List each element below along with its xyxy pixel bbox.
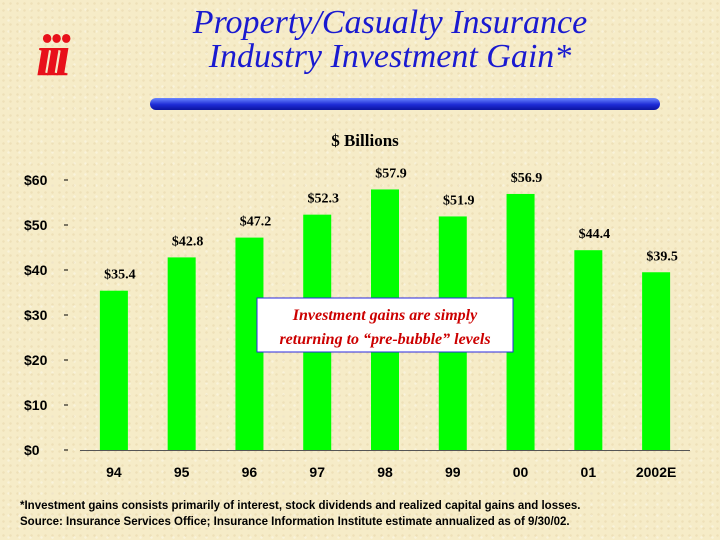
title-underline	[150, 98, 660, 110]
data-label-99: $51.9	[443, 193, 475, 208]
title-line-1: Property/Casualty Insurance	[192, 4, 588, 41]
x-tick-label: 2002E	[636, 464, 676, 480]
data-label-96: $47.2	[240, 215, 272, 230]
data-label-97: $52.3	[307, 192, 339, 207]
x-tick-label: 97	[309, 464, 325, 480]
x-tick-label: 01	[581, 464, 597, 480]
data-label-95: $42.8	[172, 234, 204, 249]
data-label-01: $44.4	[579, 227, 611, 242]
bar-01	[574, 250, 603, 450]
annotation-line-1: Investment gains are simply	[292, 307, 478, 324]
footnote: *Investment gains consists primarily of …	[20, 498, 710, 530]
page-title: Property/Casualty Insurance Industry Inv…	[150, 6, 630, 74]
chart-subtitle: $ Billions	[331, 131, 399, 150]
bar-2002E	[642, 272, 671, 450]
y-tick-label: $60	[24, 172, 48, 188]
bar-95	[167, 257, 196, 450]
footnote-line-2: Source: Insurance Services Office; Insur…	[20, 516, 570, 528]
bar-94	[99, 290, 128, 450]
x-tick-label: 96	[242, 464, 258, 480]
footnote-line-1: *Investment gains consists primarily of …	[20, 500, 581, 512]
data-label-00: $56.9	[511, 171, 543, 186]
x-tick-label: 98	[377, 464, 393, 480]
data-label-94: $35.4	[104, 268, 136, 283]
y-tick-label: $50	[24, 217, 48, 233]
y-tick-label: $0	[24, 442, 40, 458]
data-label-98: $57.9	[375, 166, 407, 181]
title-line-2: Industry Investment Gain*	[208, 38, 572, 75]
y-tick-label: $10	[24, 397, 48, 413]
y-tick-label: $20	[24, 352, 48, 368]
annotation-line-2: returning to “pre-bubble” levels	[279, 331, 490, 348]
x-tick-label: 95	[174, 464, 190, 480]
data-label-2002E: $39.5	[646, 249, 678, 264]
x-tick-label: 99	[445, 464, 461, 480]
iii-logo: iii	[36, 23, 71, 89]
x-tick-label: 00	[513, 464, 529, 480]
y-tick-label: $30	[24, 307, 48, 323]
investment-gain-bar-chart: $ Billions $0 $10 $20 $30 $40 $50 $60 94 95 96 97 9…	[24, 131, 690, 480]
x-tick-label: 94	[106, 464, 122, 480]
annotation-box	[256, 297, 514, 353]
y-tick-label: $40	[24, 262, 48, 278]
